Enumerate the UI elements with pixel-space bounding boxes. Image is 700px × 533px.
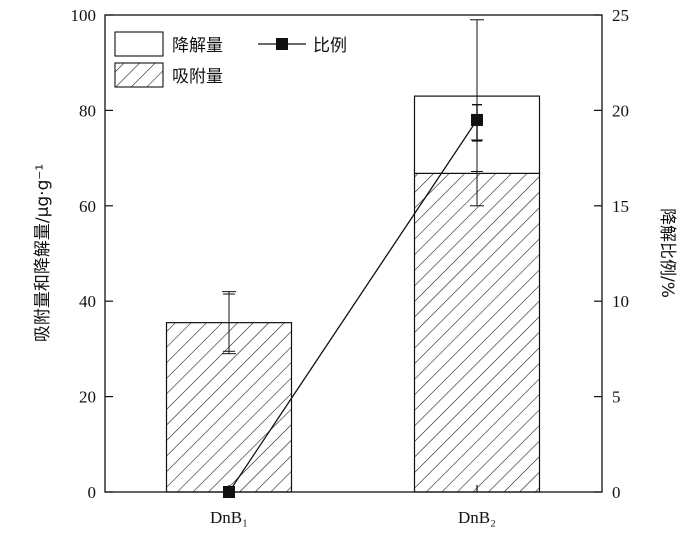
ratio-line bbox=[228, 119, 478, 493]
legend-marker-ratio bbox=[276, 38, 288, 50]
right-tick-label-0: 0 bbox=[612, 483, 621, 502]
legend-swatch-adsorption bbox=[114, 62, 164, 88]
left-tick-label-40: 40 bbox=[79, 292, 96, 311]
left-tick-label-60: 60 bbox=[79, 197, 96, 216]
right-tick-label-25: 25 bbox=[612, 6, 629, 25]
left-tick-label-80: 80 bbox=[79, 101, 96, 120]
right-tick-label-15: 15 bbox=[612, 197, 629, 216]
ratio-point-2 bbox=[471, 113, 483, 126]
legend-label-degradation: 降解量 bbox=[172, 36, 223, 56]
plot-frame bbox=[104, 14, 603, 493]
right-axis-title: 降解比例/% bbox=[657, 208, 677, 298]
left-axis-title: 吸附量和降解量/μg·g⁻¹ bbox=[33, 164, 53, 342]
left-tick-label-20: 20 bbox=[79, 388, 96, 407]
category-label-2: DnB₂ bbox=[458, 508, 496, 527]
right-tick-label-20: 20 bbox=[612, 101, 629, 120]
category-labels: DnB₁ DnB₂ bbox=[210, 485, 496, 527]
legend-swatch-degradation bbox=[114, 31, 164, 57]
left-tick-label-100: 100 bbox=[71, 6, 97, 25]
category-label-1: DnB₁ bbox=[210, 508, 248, 527]
legend: 降解量 吸附量 比例 bbox=[114, 31, 347, 88]
error-bar-inner-1 bbox=[223, 293, 235, 352]
bars-layer bbox=[165, 95, 541, 493]
right-tick-label-5: 5 bbox=[612, 388, 621, 407]
legend-label-ratio: 比例 bbox=[313, 36, 347, 56]
legend-label-adsorption: 吸附量 bbox=[172, 67, 223, 87]
left-axis-ticks: 0 20 40 60 80 100 bbox=[71, 6, 113, 502]
right-axis-ticks: 0 5 10 15 20 25 bbox=[594, 6, 629, 502]
left-tick-label-0: 0 bbox=[88, 483, 97, 502]
right-tick-label-10: 10 bbox=[612, 292, 629, 311]
bar-adsorption-2 bbox=[413, 172, 541, 493]
